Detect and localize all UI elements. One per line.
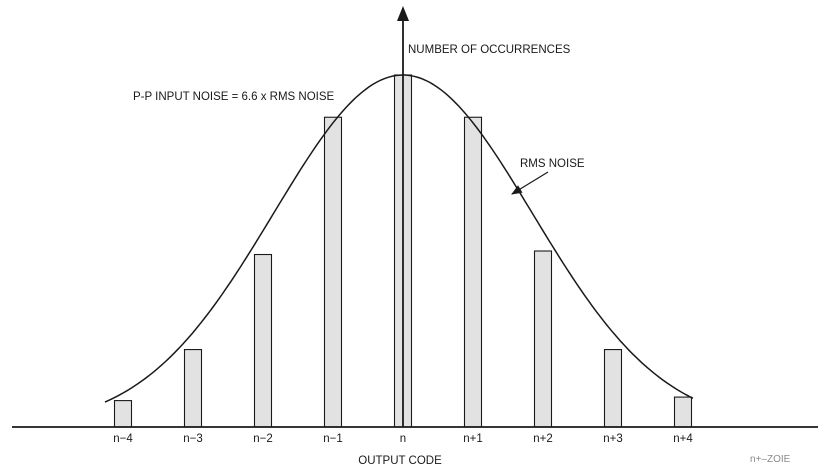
x-axis-label: OUTPUT CODE xyxy=(358,455,442,467)
x-tick-label-0: n−4 xyxy=(113,433,133,445)
bar-3 xyxy=(323,116,343,428)
x-tick-label-1: n−3 xyxy=(183,433,203,445)
x-tick-label-4: n xyxy=(400,433,406,445)
x-tick-label-3: n−1 xyxy=(323,433,343,445)
x-tick-label-5: n+1 xyxy=(463,433,483,445)
bar-8 xyxy=(673,396,693,428)
x-tick-label-8: n+4 xyxy=(673,433,693,445)
bar-6 xyxy=(533,250,553,428)
pp-noise-annotation: P-P INPUT NOISE = 6.6 x RMS NOISE xyxy=(133,91,335,103)
bar-1 xyxy=(183,349,203,428)
x-tick-label-2: n−2 xyxy=(253,433,273,445)
bar-7 xyxy=(603,349,623,428)
x-tick-label-7: n+3 xyxy=(603,433,623,445)
x-tick-labels: n−4 n−3 n−2 n−1 n n+1 n+2 n+3 n+4 xyxy=(113,433,693,445)
y-axis-arrow-icon xyxy=(397,6,409,21)
y-axis-label: NUMBER OF OCCURRENCES xyxy=(408,44,571,56)
gaussian-curve xyxy=(104,74,694,403)
bar-0 xyxy=(113,400,133,428)
watermark-text: n+–ZOIE xyxy=(750,454,791,465)
x-tick-label-6: n+2 xyxy=(533,433,553,445)
rms-noise-pointer-arrow xyxy=(511,171,549,195)
rms-noise-annotation: RMS NOISE xyxy=(520,158,585,170)
bar-5 xyxy=(463,116,483,428)
bars-group xyxy=(113,74,693,428)
bar-2 xyxy=(253,253,273,428)
